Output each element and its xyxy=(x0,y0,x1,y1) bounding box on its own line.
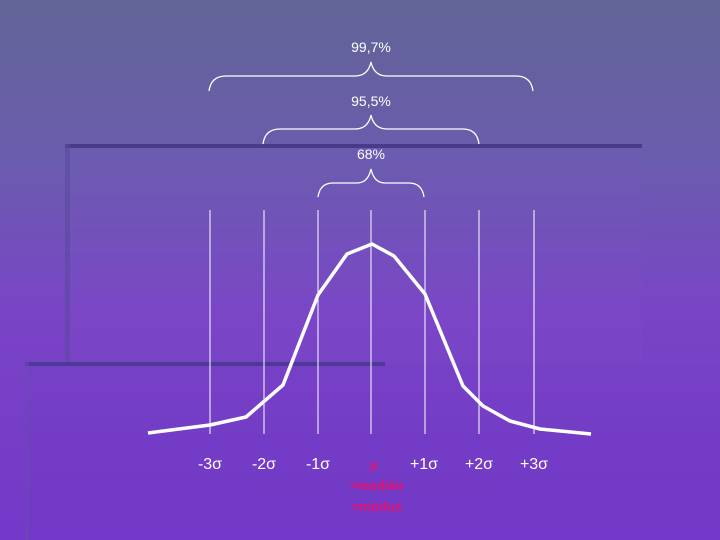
label-plus-3-sigma: +3σ xyxy=(520,456,548,473)
bell-curve xyxy=(147,242,592,436)
label-plus-2-sigma: +2σ xyxy=(465,456,493,473)
mu-note-median: =medián xyxy=(350,478,403,493)
label-minus-2-sigma: -2σ xyxy=(252,456,276,473)
decorative-band-lower-side xyxy=(25,362,29,540)
decorative-band-upper-side xyxy=(65,144,70,364)
brace-3-sigma xyxy=(208,61,534,92)
decorative-panel-lower xyxy=(29,366,720,540)
range-2-sigma-label: 95,5% xyxy=(351,93,391,109)
brace-2-sigma xyxy=(262,114,480,145)
label-minus-3-sigma: -3σ xyxy=(198,456,222,473)
brace-1-sigma xyxy=(317,168,425,198)
decorative-band-lower xyxy=(25,362,385,366)
decorative-band-upper xyxy=(65,144,642,148)
range-1-sigma-label: 68% xyxy=(357,146,385,162)
label-minus-1-sigma: -1σ xyxy=(306,456,330,473)
range-3-sigma-label: 99,7% xyxy=(351,39,391,55)
mu-note-mode: =módus xyxy=(352,499,402,514)
label-plus-1-sigma: +1σ xyxy=(410,456,438,473)
label-mu: μ xyxy=(370,457,378,472)
decorative-panel xyxy=(70,148,642,362)
